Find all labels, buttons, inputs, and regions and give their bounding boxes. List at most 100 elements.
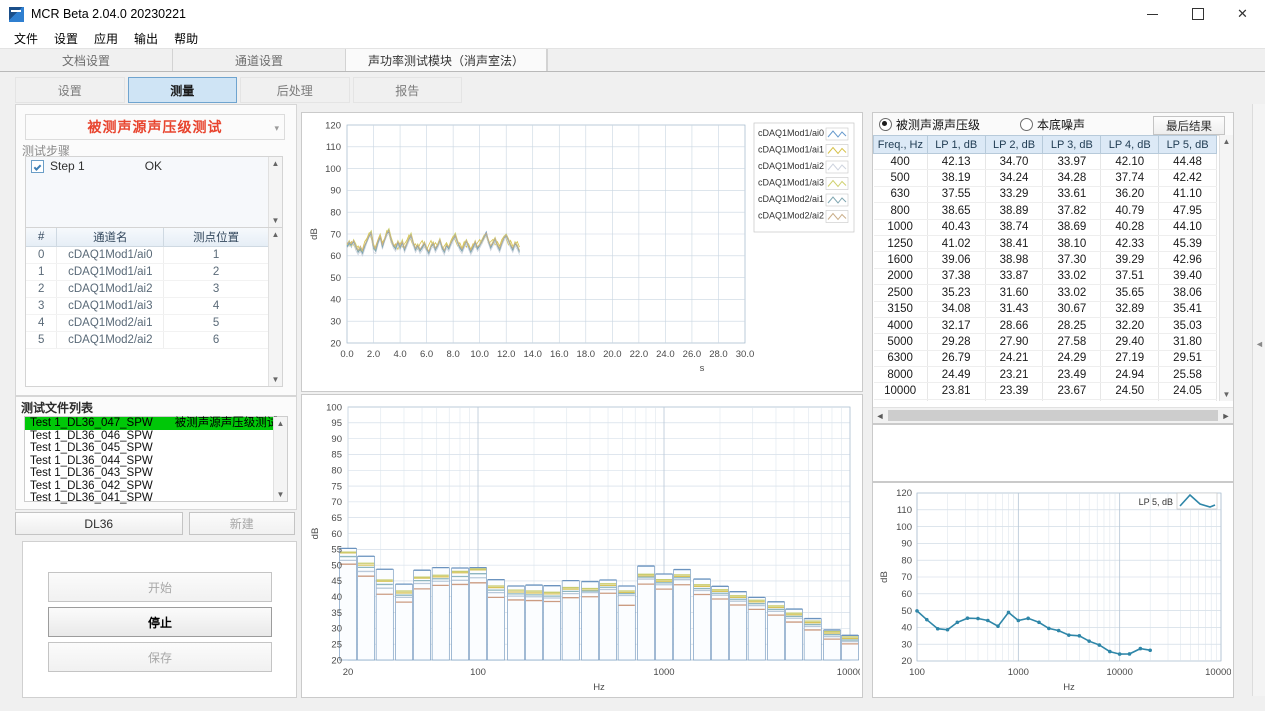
table-row[interactable]: 5 cDAQ1Mod2/ai2 6 <box>26 331 269 349</box>
list-item[interactable]: Test 1_DL36_046_SPW <box>25 430 287 443</box>
file-list-scrollbar[interactable]: ▲ ▼ <box>273 417 287 501</box>
start-button[interactable]: 开始 <box>48 572 272 602</box>
scroll-down-icon[interactable]: ▼ <box>271 375 280 384</box>
scroll-up-icon[interactable]: ▲ <box>1222 137 1231 146</box>
list-item[interactable]: Step 1 OK <box>26 157 282 175</box>
save-button[interactable]: 保存 <box>48 642 272 672</box>
table-row[interactable]: 6300 26.79 24.21 24.29 27.19 29.51 <box>873 350 1217 368</box>
time-history-chart[interactable]: 20 30 40 50 60 70 80 90 100 110 120 0.0 2.0 4.0 6.0 8.0… <box>301 112 863 392</box>
list-item[interactable]: Test 1_DL36_044_SPW <box>25 455 287 468</box>
cell-lp1: 29.28 <box>927 333 986 351</box>
svg-text:60: 60 <box>330 251 341 262</box>
octave-spectrum-chart[interactable]: 20 25 30 35 40 45 50 55 60 65 70 75 80 85 90 95 100 20 100… <box>301 394 863 698</box>
scroll-up-icon[interactable]: ▲ <box>276 419 285 428</box>
table-header-row: Freq., Hz LP 1, dB LP 2, dB LP 3, dB LP 4, d… <box>873 135 1217 154</box>
svg-text:10000: 10000 <box>837 667 860 678</box>
close-button[interactable]: ✕ <box>1220 0 1265 28</box>
table-row[interactable]: 2500 35.23 31.60 33.02 35.65 38.06 <box>873 284 1217 302</box>
radio-background-noise[interactable]: 本底噪声 <box>1020 116 1085 133</box>
table-row[interactable]: 3150 34.08 31.43 30.67 32.89 35.41 <box>873 301 1217 318</box>
scroll-up-icon[interactable]: ▲ <box>271 159 280 168</box>
octave-spectrum-plot: 20 25 30 35 40 45 50 55 60 65 70 75 80 85 90 95 100 20 100… <box>310 402 860 693</box>
svg-text:20: 20 <box>343 667 354 678</box>
minimize-button[interactable] <box>1130 0 1175 28</box>
chevron-left-icon[interactable]: ◄ <box>1255 339 1264 349</box>
table-row[interactable]: 4000 32.17 28.66 28.25 32.20 35.03 <box>873 317 1217 335</box>
list-item[interactable]: Test 1_DL36_045_SPW <box>25 442 287 455</box>
scroll-up-icon[interactable]: ▲ <box>271 230 280 239</box>
svg-text:8.0: 8.0 <box>447 349 460 360</box>
menu-file[interactable]: 文件 <box>14 31 39 46</box>
maximize-button[interactable] <box>1175 0 1220 28</box>
cell-lp4: 32.20 <box>1100 317 1160 335</box>
col-5: LP 5, dB <box>1158 135 1217 154</box>
channel-scrollbar[interactable]: ▲ ▼ <box>268 228 282 386</box>
tab-postprocess[interactable]: 后处理 <box>240 77 350 103</box>
list-item[interactable]: Test 1_DL36_042_SPW <box>25 480 287 493</box>
table-row[interactable]: 8000 24.49 23.21 23.49 24.94 25.58 <box>873 366 1217 384</box>
cell-lp5: 24.20 <box>1158 399 1217 401</box>
project-button[interactable]: DL36 <box>15 512 183 535</box>
table-row[interactable]: 3 cDAQ1Mod1/ai3 4 <box>26 297 269 315</box>
test-type-combo[interactable]: 被测声源声压级测试 ▾ <box>25 114 285 140</box>
menu-bar: 文件 设置 应用 输出 帮助 <box>0 28 1265 49</box>
scroll-down-icon[interactable]: ▼ <box>1222 390 1231 399</box>
tab-settings[interactable]: 设置 <box>15 77 125 103</box>
table-row[interactable]: 500 38.19 34.24 34.28 37.74 42.42 <box>873 169 1217 187</box>
table-row[interactable]: 1250 41.02 38.41 38.10 42.33 45.39 <box>873 235 1217 253</box>
results-vscrollbar[interactable]: ▲ ▼ <box>1219 135 1233 401</box>
hscroll-thumb[interactable] <box>888 410 1218 421</box>
table-row[interactable]: 1000 40.43 38.74 38.69 40.28 44.10 <box>873 219 1217 236</box>
steps-scrollbar[interactable]: ▲ ▼ <box>268 157 282 227</box>
table-row[interactable]: 400 42.13 34.70 33.97 42.10 44.48 <box>873 153 1217 171</box>
new-button[interactable]: 新建 <box>188 512 295 535</box>
table-row[interactable]: 630 37.55 33.29 33.61 36.20 41.10 <box>873 186 1217 204</box>
table-row[interactable]: 4 cDAQ1Mod2/ai1 5 <box>26 314 269 332</box>
tab-report[interactable]: 报告 <box>352 77 462 103</box>
collapse-strip[interactable]: ◄ <box>1252 104 1265 696</box>
scroll-down-icon[interactable]: ▼ <box>276 490 285 499</box>
lp5-spectrum-plot: 20 30 40 50 60 70 80 90 100 110 120 100 1000 10000 100… <box>879 488 1231 693</box>
app-logo-icon <box>9 6 24 22</box>
table-row[interactable]: 2 cDAQ1Mod1/ai2 3 <box>26 280 269 298</box>
tab-measurement[interactable]: 测量 <box>127 77 237 103</box>
test-steps-list[interactable]: Step 1 OK ▲ ▼ <box>25 156 283 228</box>
list-item[interactable]: Test 1_DL36_043_SPW <box>25 467 287 480</box>
results-hscrollbar[interactable]: ◄ ► <box>873 407 1233 423</box>
module-tab-channel-settings[interactable]: 通道设置 <box>173 49 346 71</box>
cell-lp1: 38.19 <box>927 169 986 187</box>
module-tab-sound-power[interactable]: 声功率测试模块（消声室法） <box>346 49 547 71</box>
radio-selected-icon <box>879 117 892 131</box>
table-row[interactable]: 1600 39.06 38.98 37.30 39.29 42.96 <box>873 251 1217 269</box>
list-item[interactable]: Test 1_DL36_047_SPW 被测声源声压级测试 <box>25 417 287 430</box>
module-tab-document-settings[interactable]: 文档设置 <box>0 49 173 71</box>
table-row[interactable]: 10000 23.81 23.39 23.67 24.50 24.05 <box>873 382 1217 400</box>
cell-lp1: 26.79 <box>927 350 986 368</box>
svg-text:30: 30 <box>331 624 342 635</box>
table-row[interactable]: 0 cDAQ1Mod1/ai0 1 <box>26 246 269 264</box>
table-row[interactable]: 800 38.65 38.89 37.82 40.79 47.95 <box>873 202 1217 220</box>
table-row[interactable]: 2000 37.38 33.87 33.02 37.51 39.40 <box>873 268 1217 286</box>
menu-help[interactable]: 帮助 <box>174 31 199 46</box>
table-row[interactable]: 5000 29.28 27.90 27.58 29.40 31.80 <box>873 333 1217 351</box>
menu-application[interactable]: 应用 <box>94 31 119 46</box>
last-result-button[interactable]: 最后结果 <box>1153 116 1225 135</box>
menu-output[interactable]: 输出 <box>134 31 159 46</box>
lp5-spectrum-chart[interactable]: 20 30 40 50 60 70 80 90 100 110 120 100 1000 10000 100… <box>872 482 1234 698</box>
svg-text:95: 95 <box>331 418 342 429</box>
stop-button[interactable]: 停止 <box>48 607 272 637</box>
list-item[interactable]: Test 1_DL36_041_SPW <box>25 492 287 505</box>
menu-settings[interactable]: 设置 <box>54 31 79 46</box>
radio-unselected-icon <box>1020 117 1034 131</box>
results-table[interactable]: Freq., Hz LP 1, dB LP 2, dB LP 3, dB LP 4, d… <box>873 135 1233 401</box>
cell-lp4: 40.28 <box>1100 219 1160 236</box>
cell-index: 2 <box>26 280 58 298</box>
radio-source-level[interactable]: 被测声源声压级 <box>879 116 980 133</box>
table-row[interactable]: 1 cDAQ1Mod1/ai1 2 <box>26 263 269 281</box>
checkbox-checked-icon[interactable] <box>31 159 44 173</box>
file-list[interactable]: Test 1_DL36_047_SPW 被测声源声压级测试 Test 1_DL36… <box>24 416 288 505</box>
scroll-down-icon[interactable]: ▼ <box>271 216 280 225</box>
scroll-right-icon[interactable]: ► <box>1221 410 1231 421</box>
scroll-left-icon[interactable]: ◄ <box>875 410 885 421</box>
